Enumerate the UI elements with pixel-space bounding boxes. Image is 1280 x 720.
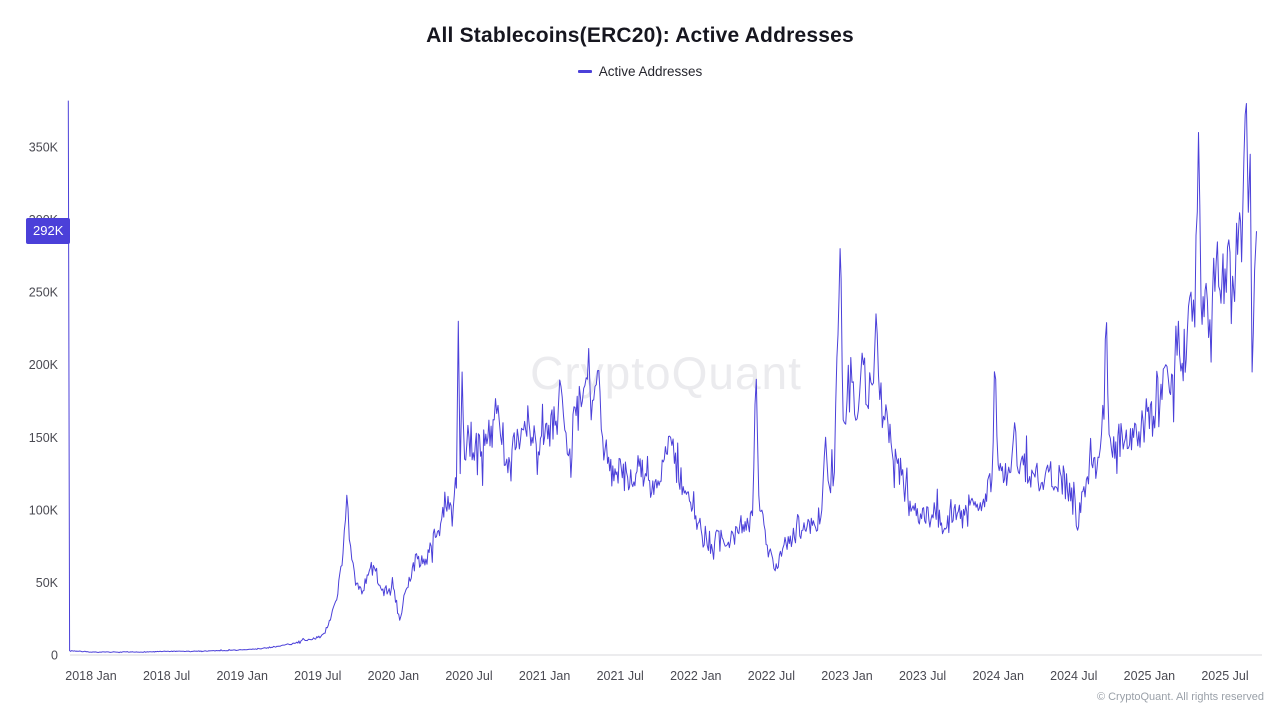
legend[interactable]: Active Addresses [0, 64, 1280, 79]
svg-text:2019 Jan: 2019 Jan [216, 669, 267, 683]
svg-text:2018 Jul: 2018 Jul [143, 669, 190, 683]
svg-text:100K: 100K [29, 503, 59, 517]
svg-text:2020 Jul: 2020 Jul [445, 669, 492, 683]
chart-title: All Stablecoins(ERC20): Active Addresses [426, 24, 854, 47]
svg-text:2022 Jan: 2022 Jan [670, 669, 721, 683]
svg-text:0: 0 [51, 649, 58, 663]
legend-line-icon [577, 70, 592, 73]
svg-text:2021 Jul: 2021 Jul [597, 669, 644, 683]
last-value-badge: 292K [26, 218, 71, 245]
svg-text:2018 Jan: 2018 Jan [65, 669, 116, 683]
svg-text:2021 Jan: 2021 Jan [519, 669, 570, 683]
svg-text:2022 Jul: 2022 Jul [748, 669, 795, 683]
svg-text:200K: 200K [29, 358, 59, 372]
svg-text:2024 Jan: 2024 Jan [972, 669, 1023, 683]
svg-text:2025 Jan: 2025 Jan [1124, 669, 1175, 683]
svg-text:2019 Jul: 2019 Jul [294, 669, 341, 683]
svg-text:50K: 50K [36, 576, 59, 590]
svg-text:150K: 150K [29, 431, 59, 445]
svg-text:350K: 350K [29, 141, 59, 155]
svg-text:2025 Jul: 2025 Jul [1201, 669, 1248, 683]
copyright: © CryptoQuant. All rights reserved [1096, 691, 1264, 703]
svg-text:2020 Jan: 2020 Jan [368, 669, 419, 683]
svg-text:2023 Jul: 2023 Jul [899, 669, 946, 683]
svg-text:2023 Jan: 2023 Jan [821, 669, 872, 683]
svg-text:2024 Jul: 2024 Jul [1050, 669, 1097, 683]
svg-text:250K: 250K [29, 286, 59, 300]
legend-label: Active Addresses [598, 64, 703, 79]
